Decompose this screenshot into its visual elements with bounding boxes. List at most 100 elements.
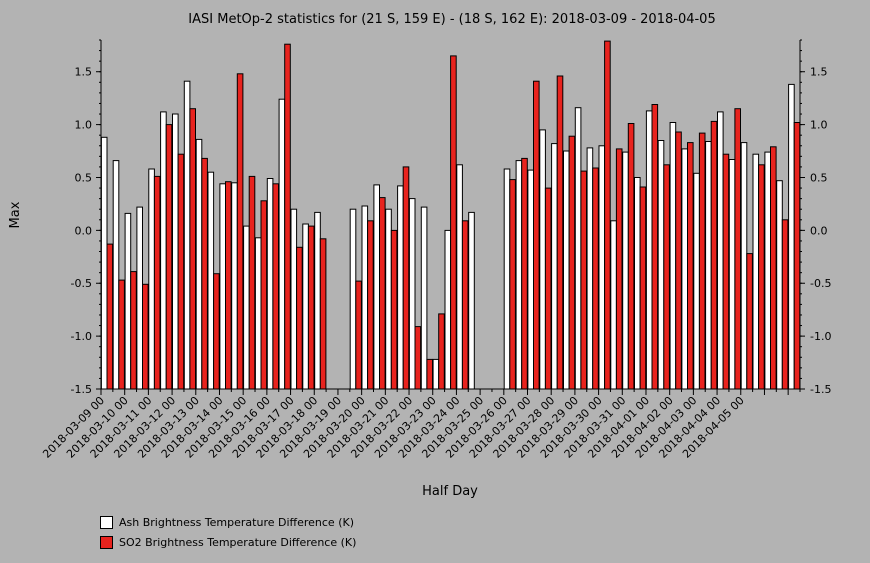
bar-so2 (698, 132, 706, 390)
bar-ash (124, 212, 132, 390)
bar-so2 (307, 225, 315, 390)
bar-ash (728, 159, 736, 390)
bar-ash (669, 122, 677, 390)
bar-so2 (509, 179, 516, 390)
bar-ash (314, 211, 321, 390)
legend-swatch-so2 (100, 535, 113, 549)
bar-so2 (402, 166, 410, 390)
bar-ash (207, 171, 215, 390)
x-axis-label: Half Day (422, 484, 478, 499)
legend-item-so2: SO2 Brightness Temperature Difference (K… (100, 532, 356, 552)
bar-ash (349, 208, 357, 390)
bar-ash (290, 208, 298, 390)
bar-ash (527, 169, 535, 390)
bar-so2 (793, 122, 801, 390)
bar-ash (148, 168, 155, 390)
bar-so2 (461, 220, 469, 390)
y-tick-label-right: 0.5 (810, 171, 828, 184)
bar-ash (515, 160, 523, 390)
bar-so2 (746, 253, 753, 390)
legend-item-ash: Ash Brightness Temperature Difference (K… (100, 512, 356, 532)
bar-so2 (651, 104, 659, 390)
legend-label-so2: SO2 Brightness Temperature Difference (K… (119, 535, 357, 549)
bar-ash (764, 151, 772, 390)
y-tick-label-left: 0.0 (75, 224, 93, 237)
legend-swatch-ash (100, 515, 113, 529)
y-axis-label: Max (8, 201, 23, 228)
bar-ash (717, 111, 724, 390)
y-tick-label-left: 0.5 (75, 171, 93, 184)
bar-so2 (615, 148, 623, 390)
bar-ash (752, 153, 760, 390)
bar-ash (444, 229, 452, 390)
y-tick-label-right: -1.5 (810, 383, 831, 396)
bar-ash (195, 138, 203, 390)
y-tick-label-right: 1.0 (810, 119, 828, 132)
bar-so2 (390, 229, 398, 390)
bar-ash (657, 140, 665, 390)
bar-so2 (556, 75, 564, 390)
bar-so2 (165, 124, 173, 390)
bar-ash (468, 211, 475, 390)
bar-ash (432, 358, 440, 390)
bar-ash (693, 172, 700, 390)
bar-ash (385, 208, 392, 390)
bar-so2 (450, 55, 457, 390)
bar-so2 (533, 80, 540, 390)
bar-so2 (710, 120, 718, 390)
bar-so2 (177, 153, 185, 390)
bar-so2 (639, 186, 647, 390)
bar-so2 (687, 142, 694, 390)
bar-ash (112, 160, 120, 390)
bar-ash (610, 220, 617, 390)
bar-ash (278, 98, 286, 390)
legend-label-ash: Ash Brightness Temperature Difference (K… (119, 515, 354, 529)
bar-ash (266, 178, 274, 390)
bar-so2 (758, 164, 765, 390)
y-tick-label-right: 0.0 (810, 224, 828, 237)
y-tick-label-left: -1.5 (71, 383, 92, 396)
bar-so2 (118, 279, 125, 390)
bar-ash (302, 223, 309, 390)
bar-ash (254, 237, 262, 390)
bar-ash (243, 225, 250, 390)
bar-so2 (675, 131, 682, 390)
bar-so2 (379, 197, 386, 390)
bar-so2 (592, 167, 599, 390)
bar-ash (183, 80, 191, 390)
bar-ash (574, 107, 582, 390)
bar-so2 (142, 283, 149, 390)
bar-so2 (201, 157, 208, 390)
bar-ash (539, 129, 546, 390)
bar-ash (634, 177, 641, 390)
bar-so2 (319, 238, 327, 390)
bar-ash (622, 151, 629, 390)
y-tick-label-right: 1.5 (810, 66, 828, 79)
bar-ash (100, 136, 108, 390)
bar-ash (231, 182, 238, 390)
bar-ash (408, 198, 416, 390)
bar-ash (373, 184, 380, 390)
bar-so2 (272, 183, 279, 390)
bar-so2 (663, 164, 670, 390)
bar-ash (456, 164, 463, 390)
chart-title: IASI MetOp-2 statistics for (21 S, 159 E… (188, 12, 715, 27)
bar-ash (598, 145, 606, 390)
bar-ash (397, 185, 404, 390)
bar-ash (563, 150, 570, 390)
bar-so2 (722, 153, 730, 390)
bar-ash (645, 110, 653, 390)
bar-so2 (367, 220, 374, 390)
bar-so2 (438, 313, 445, 390)
bar-ash (551, 143, 558, 390)
plot-area: -1.5 -1.5 -1.0 -1.0 -0.5 -0.5 0.0 0.0 0.5 0.5 1.0 1… (40, 39, 831, 461)
bar-so2 (260, 200, 268, 390)
y-tick-label-right: -1.0 (810, 330, 831, 343)
bar-ash (136, 206, 143, 390)
bar-so2 (521, 157, 528, 390)
bar-ash (776, 180, 783, 390)
bar-ash (420, 206, 428, 390)
bar-ash (219, 183, 226, 390)
bar-ash (788, 83, 795, 390)
bar-ash (740, 142, 748, 390)
